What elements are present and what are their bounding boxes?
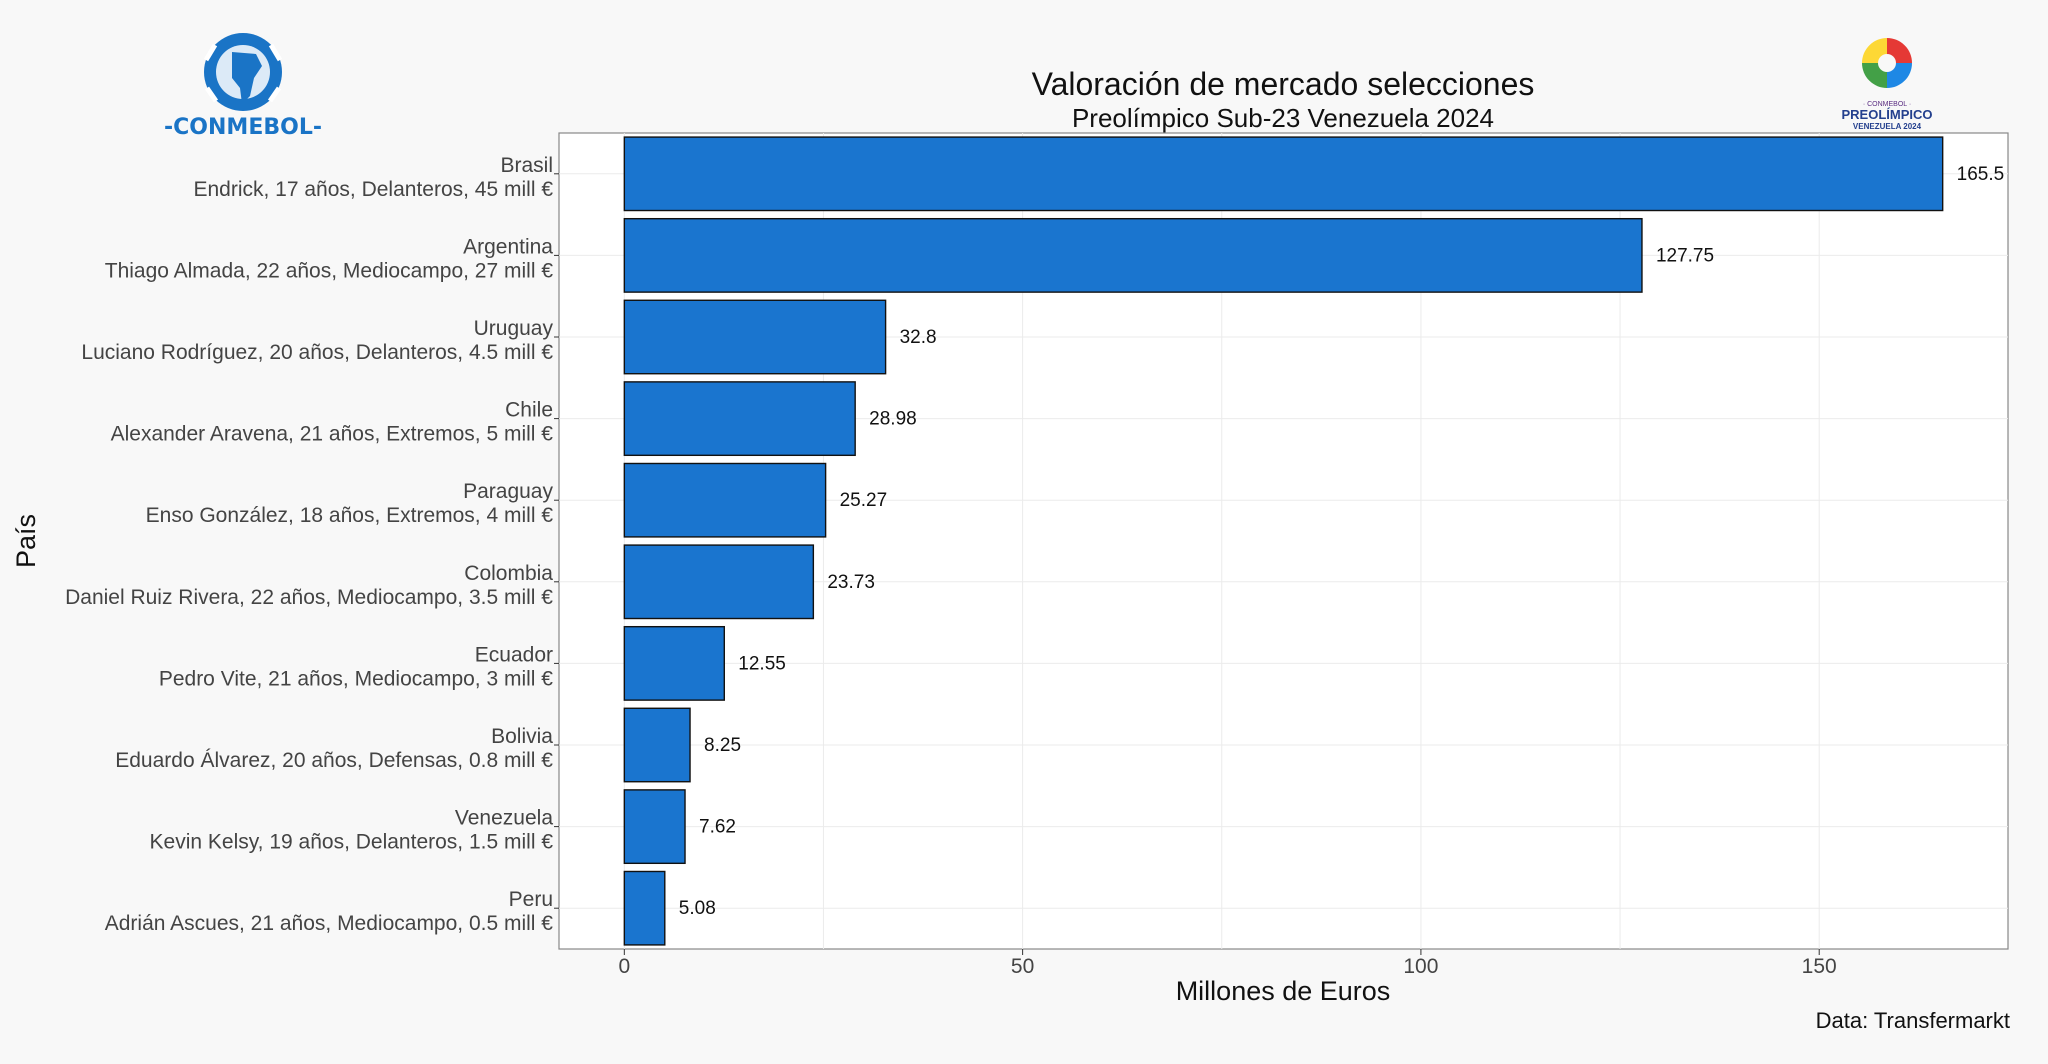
preolimpico-logo-small: · CONMEBOL · — [1863, 101, 1911, 108]
conmebol-logo-text: -CONMEBOL- — [164, 115, 322, 140]
x-tick-label: 50 — [1011, 955, 1034, 978]
country-label: Chile — [505, 399, 553, 422]
bar-paraguay — [623, 462, 827, 538]
bar-argentina — [623, 217, 1643, 293]
bar-venezuela — [623, 789, 686, 865]
bar-ecuador — [623, 625, 725, 701]
bars — [623, 136, 1944, 946]
country-label: Colombia — [464, 562, 553, 585]
value-label: 25.27 — [840, 490, 888, 511]
preolimpico-logo: · CONMEBOL · PREOLÍMPICO VENEZUELA 2024 — [1841, 38, 1933, 131]
x-tick-label: 100 — [1403, 955, 1438, 978]
player-detail-label: Luciano Rodríguez, 20 años, Delanteros, … — [81, 341, 553, 364]
value-label: 5.08 — [679, 898, 716, 919]
chart-title: Valoración de mercado selecciones — [1032, 66, 1535, 102]
y-axis-title: País — [11, 514, 41, 568]
x-tick-label: 0 — [618, 955, 630, 978]
bar-chile — [623, 381, 856, 457]
country-label: Brasil — [500, 154, 553, 177]
caption: Data: Transfermarkt — [1816, 1008, 2010, 1033]
country-label: Venezuela — [455, 807, 553, 830]
player-detail-label: Enso González, 18 años, Extremos, 4 mill… — [146, 504, 554, 527]
bar-peru — [623, 870, 666, 946]
bar-bolivia — [623, 707, 691, 783]
x-tick-label: 150 — [1802, 955, 1837, 978]
country-label: Argentina — [463, 235, 553, 258]
player-detail-label: Kevin Kelsy, 19 años, Delanteros, 1.5 mi… — [150, 831, 554, 854]
value-label: 28.98 — [869, 409, 917, 430]
player-detail-label: Pedro Vite, 21 años, Mediocampo, 3 mill … — [159, 667, 553, 690]
preolimpico-logo-main: PREOLÍMPICO — [1841, 107, 1932, 122]
country-label: Uruguay — [474, 317, 554, 340]
country-label: Bolivia — [491, 725, 553, 748]
chart-subtitle: Preolímpico Sub-23 Venezuela 2024 — [1072, 103, 1494, 133]
x-axis-title: Millones de Euros — [1176, 976, 1391, 1006]
player-detail-label: Alexander Aravena, 21 años, Extremos, 5 … — [111, 423, 554, 446]
x-axis-ticks: 0 50 100 150 — [618, 949, 1837, 978]
value-label: 127.75 — [1656, 245, 1714, 266]
player-detail-label: Thiago Almada, 22 años, Mediocampo, 27 m… — [105, 259, 554, 282]
player-detail-label: Adrián Ascues, 21 años, Mediocampo, 0.5 … — [105, 912, 554, 935]
value-label: 8.25 — [704, 735, 741, 756]
value-label: 12.55 — [738, 653, 786, 674]
bar-uruguay — [623, 299, 887, 375]
preolimpico-logo-sub: VENEZUELA 2024 — [1853, 122, 1922, 131]
country-label: Ecuador — [475, 643, 553, 666]
value-label: 165.5 — [1957, 164, 2005, 185]
bar-brasil — [623, 136, 1944, 212]
bar-colombia — [623, 544, 815, 620]
player-detail-label: Eduardo Álvarez, 20 años, Defensas, 0.8 … — [115, 749, 553, 772]
country-label: Peru — [509, 888, 553, 911]
conmebol-logo: -CONMEBOL- — [164, 33, 322, 140]
value-labels: 165.5 127.75 32.8 28.98 25.27 23.73 12.55 8.25 7… — [679, 164, 2004, 919]
value-label: 7.62 — [699, 817, 736, 838]
player-detail-label: Daniel Ruiz Rivera, 22 años, Mediocampo,… — [65, 586, 553, 609]
value-label: 23.73 — [827, 572, 875, 593]
country-label: Paraguay — [463, 480, 553, 503]
player-detail-label: Endrick, 17 años, Delanteros, 45 mill € — [193, 178, 553, 201]
value-label: 32.8 — [900, 327, 937, 348]
